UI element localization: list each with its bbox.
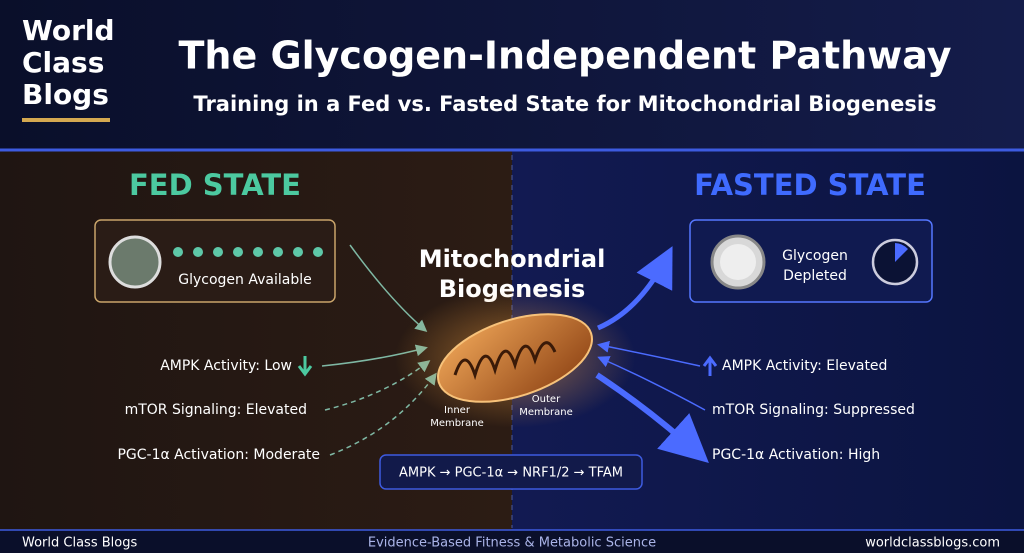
fed-box [94, 219, 336, 303]
center-title: Mitochondrial [419, 245, 606, 273]
outer-label: Membrane [519, 407, 573, 418]
logo-line: World [22, 14, 115, 47]
cristae [453, 341, 557, 381]
subtitle: Training in a Fed vs. Fasted State for M… [193, 92, 936, 116]
cell-icon [108, 235, 162, 289]
glycogen-beads [173, 247, 323, 257]
fasted-box-label: Depleted [783, 268, 847, 284]
logo-bar [22, 118, 110, 122]
down-arrow [297, 356, 313, 377]
clock-hand [895, 243, 908, 262]
inner-label: Inner [444, 405, 471, 416]
footer-bg [0, 530, 1024, 553]
footer-left: World Class Blogs [22, 536, 137, 551]
pathway: AMPK → PGC-1α → NRF1/2 → TFAM [399, 466, 623, 481]
fed-item: mTOR Signaling: Elevated [125, 402, 307, 418]
fasted-item: mTOR Signaling: Suppressed [712, 402, 915, 418]
logo-line: Class [22, 46, 104, 79]
fasted-arrows [595, 246, 709, 464]
fed-box-label: Glycogen Available [178, 272, 311, 288]
outer-label: Outer [532, 394, 561, 405]
title: The Glycogen-Independent Pathway [178, 34, 951, 78]
up-arrow [702, 355, 718, 376]
fed-heading: FED STATE [129, 168, 301, 202]
header-bg [0, 0, 1024, 150]
pathway-box [379, 454, 643, 490]
fed-item: AMPK Activity: Low [160, 358, 292, 374]
mitochondrion [437, 313, 593, 403]
logo-line: Blogs [22, 78, 109, 111]
fasted-box-label: Glycogen [782, 248, 848, 264]
plate-inner [720, 244, 756, 280]
inner-label: Membrane [430, 418, 484, 429]
fasted-item: PGC-1α Activation: High [712, 447, 880, 463]
fasted-heading: FASTED STATE [694, 168, 926, 202]
footer-center: Evidence-Based Fitness & Metabolic Scien… [368, 536, 656, 551]
fed-item: PGC-1α Activation: Moderate [117, 447, 320, 463]
footer-right: worldclassblogs.com [865, 536, 1000, 551]
fasted-item: AMPK Activity: Elevated [722, 358, 887, 374]
